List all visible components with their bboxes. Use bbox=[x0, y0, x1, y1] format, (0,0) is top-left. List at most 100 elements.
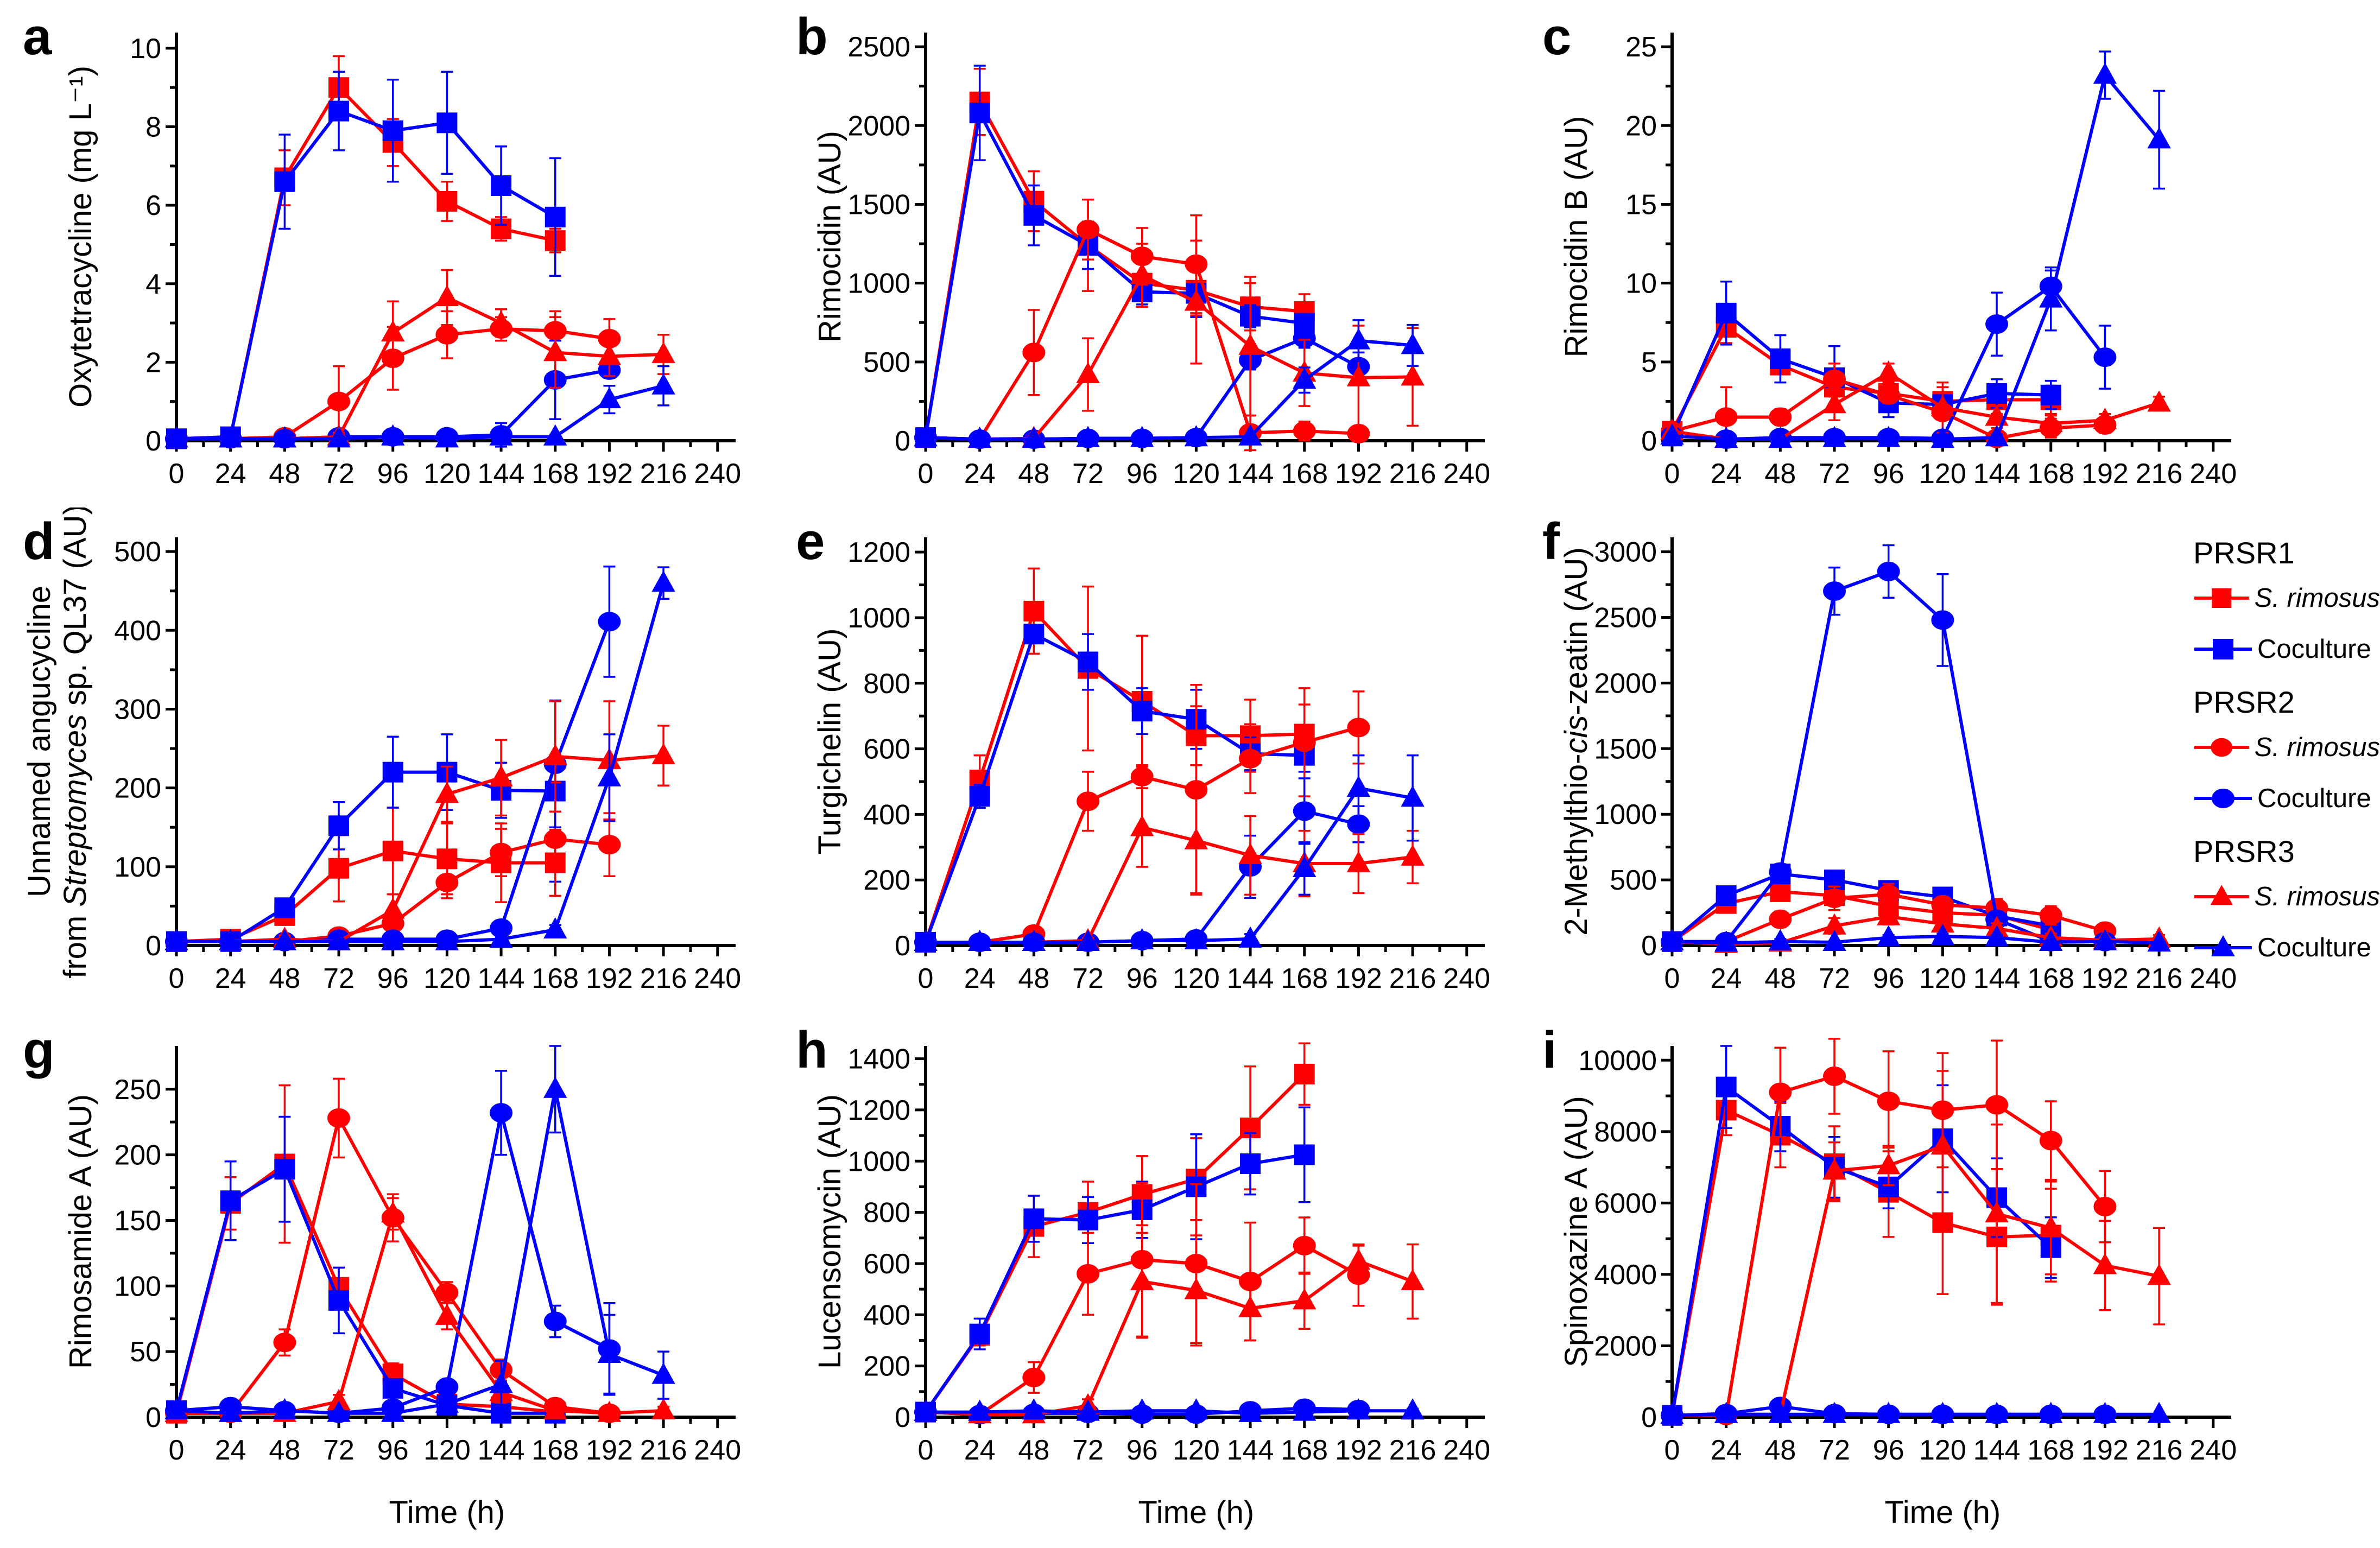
svg-text:20: 20 bbox=[1625, 110, 1657, 142]
legend-group-title: PRSR3 bbox=[2193, 834, 2295, 868]
x-axis-title: Time (h) bbox=[1138, 1495, 1255, 1530]
svg-text:1200: 1200 bbox=[847, 1095, 910, 1126]
triangle-data-point bbox=[1930, 1401, 1955, 1423]
triangle-data-point bbox=[1130, 1268, 1154, 1290]
svg-text:0: 0 bbox=[1664, 458, 1680, 490]
svg-text:4000: 4000 bbox=[1594, 1259, 1657, 1291]
triangle-marker-icon bbox=[2194, 885, 2249, 905]
circle-data-point bbox=[1823, 888, 1846, 908]
triangle-data-point bbox=[1184, 425, 1208, 447]
error-bars bbox=[920, 1224, 1419, 1417]
svg-text:144: 144 bbox=[1227, 963, 1274, 994]
svg-text:120: 120 bbox=[1173, 1435, 1220, 1466]
tick-labels: 0 24 48 72 96 120 144 168 192 216 240 0 500 1000 1500 2… bbox=[1594, 537, 2237, 994]
series-PRSR3-triangle-monoculture bbox=[914, 239, 1425, 448]
tick-marks bbox=[915, 550, 1468, 956]
circle-data-point bbox=[1347, 718, 1370, 738]
axes bbox=[924, 33, 1485, 442]
circle-data-point bbox=[1293, 732, 1316, 752]
svg-text:2000: 2000 bbox=[1594, 1330, 1657, 1362]
triangle-data-point bbox=[1238, 1400, 1262, 1422]
triangle-data-point bbox=[597, 344, 622, 365]
panel-letter: e bbox=[796, 512, 825, 570]
triangle-data-point bbox=[327, 426, 351, 448]
error-bars bbox=[920, 1042, 1311, 1414]
svg-text:24: 24 bbox=[1711, 963, 1742, 994]
circle-data-point bbox=[1293, 421, 1316, 441]
circle-data-point bbox=[273, 1333, 296, 1353]
svg-text:25: 25 bbox=[1625, 31, 1657, 63]
square-data-point bbox=[1240, 1153, 1261, 1174]
svg-text:72: 72 bbox=[1072, 963, 1104, 994]
square-data-point bbox=[1023, 600, 1045, 621]
triangle-data-point bbox=[2039, 929, 2063, 951]
triangle-data-point bbox=[1985, 425, 2009, 447]
svg-text:192: 192 bbox=[586, 1435, 633, 1466]
y-axis-label: Rimosamide A (AU) bbox=[63, 1094, 98, 1369]
circle-data-point bbox=[1077, 219, 1100, 239]
triangle-data-point bbox=[1076, 426, 1100, 447]
triangle-data-point bbox=[1293, 1399, 1316, 1421]
square-data-point bbox=[2212, 588, 2232, 608]
triangle-data-point bbox=[1238, 842, 1262, 864]
triangle-data-point bbox=[1293, 1288, 1316, 1310]
panel-e-chart: e Turgichelin (AU) 0 24 48 72 96 120 144 168 192 21… bbox=[796, 512, 1490, 994]
triangle-data-point bbox=[381, 424, 405, 446]
x-axis-title: Time (h) bbox=[1885, 1495, 2001, 1530]
legend-item-label: Coculture bbox=[2257, 635, 2371, 664]
circle-data-point bbox=[1931, 895, 1954, 915]
triangle-data-point bbox=[2093, 1253, 2117, 1274]
triangle-data-point bbox=[1293, 367, 1316, 389]
triangle-data-point bbox=[1930, 924, 1955, 946]
tick-labels: 0 24 48 72 96 120 144 168 192 216 240 0 5 10 15 20 25 bbox=[1625, 31, 2237, 490]
y-axis-label: Unnamed angucycline bbox=[22, 586, 57, 897]
circle-data-point bbox=[327, 1108, 351, 1128]
triangle-data-point bbox=[381, 1201, 405, 1223]
series-PRSR3-triangle-coculture bbox=[1660, 50, 2171, 448]
panel-i: i Spinoxazine A (AU) 0 24 48 72 96 120 144 168 192… bbox=[1517, 1016, 2245, 1546]
error-bars bbox=[1666, 50, 2166, 445]
triangle-data-point bbox=[1401, 785, 1425, 807]
triangle-data-point bbox=[1184, 1278, 1208, 1299]
panel-c: c Rimocidin B (AU) 0 24 48 72 96 120 144 168 192 21… bbox=[1517, 3, 2245, 499]
svg-text:100: 100 bbox=[114, 1271, 161, 1302]
square-data-point bbox=[328, 100, 350, 122]
triangle-data-point bbox=[1346, 851, 1371, 872]
triangle-data-point bbox=[597, 387, 622, 409]
svg-text:96: 96 bbox=[377, 1435, 409, 1466]
square-data-point bbox=[1240, 1117, 1261, 1138]
svg-text:72: 72 bbox=[323, 458, 355, 490]
y-axis-label: Spinoxazine A (AU) bbox=[1559, 1096, 1594, 1367]
svg-text:216: 216 bbox=[1389, 963, 1436, 994]
square-data-point bbox=[2213, 639, 2233, 659]
panel-letter: d bbox=[23, 512, 55, 570]
svg-text:800: 800 bbox=[863, 668, 910, 700]
series-PRSR1-square-coculture bbox=[915, 1106, 1315, 1423]
square-data-point bbox=[436, 112, 458, 134]
svg-text:48: 48 bbox=[1764, 963, 1796, 994]
triangle-data-point bbox=[1401, 844, 1425, 866]
svg-text:1500: 1500 bbox=[847, 189, 910, 220]
svg-text:96: 96 bbox=[377, 963, 409, 994]
series-PRSR3-triangle-monoculture bbox=[1660, 1070, 2171, 1424]
series-PRSR3-triangle-monoculture bbox=[164, 700, 675, 950]
svg-text:200: 200 bbox=[863, 1351, 910, 1382]
svg-text:216: 216 bbox=[640, 963, 687, 994]
svg-text:1000: 1000 bbox=[1594, 799, 1657, 830]
panel-g: g Rimosamide A (AU) 0 24 48 72 96 120 144 168 192 2… bbox=[22, 1016, 749, 1546]
tick-labels: 0 24 48 72 96 120 144 168 192 216 240 0 500 1000 1500 2… bbox=[847, 31, 1490, 490]
svg-text:400: 400 bbox=[114, 615, 161, 646]
triangle-data-point bbox=[1184, 1398, 1208, 1420]
triangle-data-point bbox=[1877, 904, 1901, 925]
triangle-data-point bbox=[218, 426, 243, 448]
triangle-data-point bbox=[1822, 1401, 1846, 1423]
svg-text:144: 144 bbox=[478, 963, 525, 994]
circle-data-point bbox=[1877, 385, 1900, 405]
triangle-data-point bbox=[489, 927, 513, 948]
triangle-data-point bbox=[435, 285, 459, 307]
svg-text:2000: 2000 bbox=[1594, 668, 1657, 699]
